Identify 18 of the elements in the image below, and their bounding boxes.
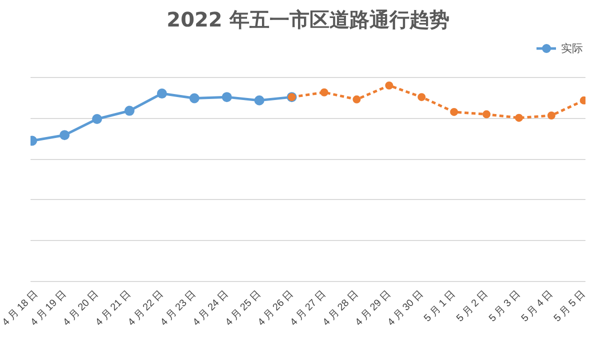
legend-label: 实际 <box>561 42 583 56</box>
point <box>547 111 556 120</box>
point <box>254 95 264 106</box>
point <box>156 88 167 99</box>
point <box>320 88 328 96</box>
point <box>450 108 458 116</box>
point <box>222 92 232 102</box>
x-tick-label: 5 月 5 日 <box>552 288 588 324</box>
point <box>418 93 426 102</box>
point <box>482 110 491 118</box>
point <box>189 93 200 104</box>
point <box>352 95 361 104</box>
point <box>514 114 523 122</box>
point <box>60 130 70 140</box>
point <box>124 106 134 116</box>
point <box>92 114 102 124</box>
point <box>385 82 394 90</box>
chart-title: 2022 年五一市区道路通行趋势 <box>166 8 450 32</box>
